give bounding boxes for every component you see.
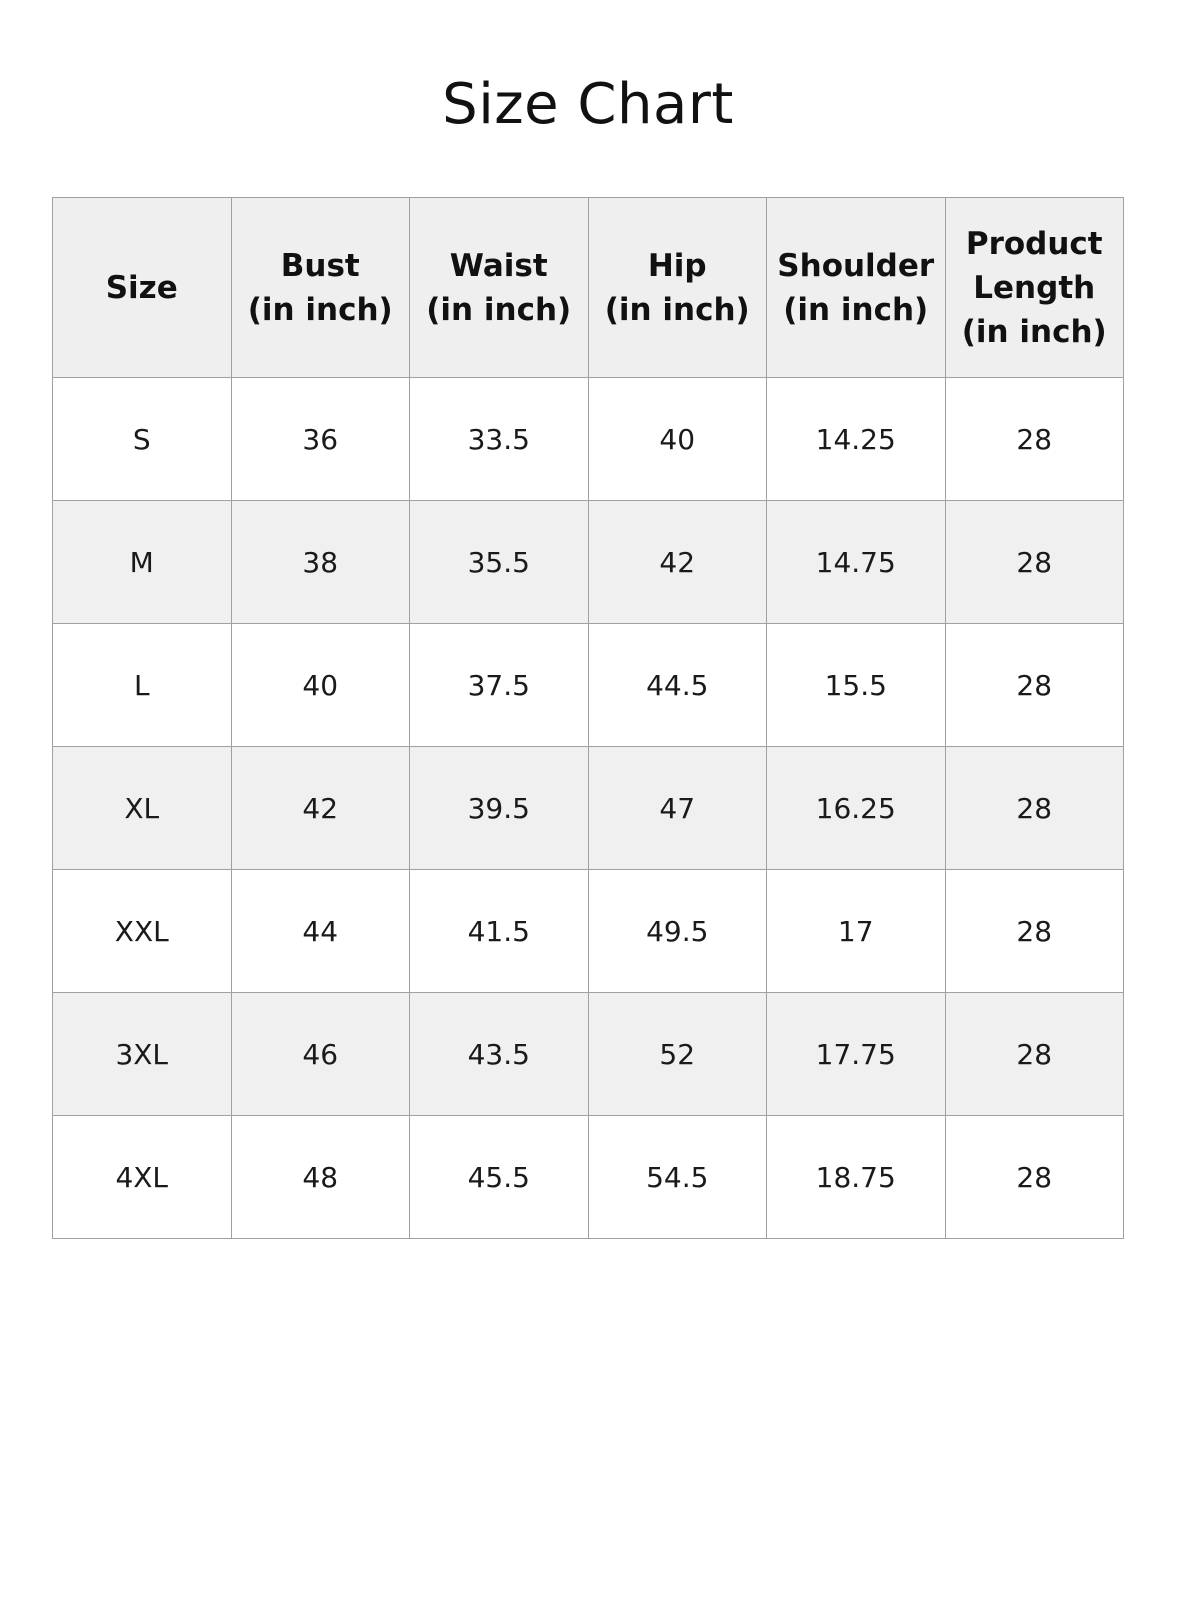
column-header-line: Product — [965, 225, 1103, 262]
measurement-cell: 48 — [230, 1115, 410, 1239]
column-header-line: Waist — [449, 247, 548, 284]
column-header-line: (in inch) — [783, 291, 929, 328]
column-header: Hip (in inch) — [587, 197, 767, 378]
measurement-cell: 17.75 — [766, 992, 946, 1116]
size-cell: XXL — [52, 869, 232, 993]
column-header: Shoulder (in inch) — [766, 197, 946, 378]
measurement-cell: 49.5 — [587, 869, 767, 993]
measurement-cell: 37.5 — [409, 623, 589, 747]
table-row: XL 42 39.5 47 16.25 28 — [52, 746, 1124, 870]
measurement-cell: 40 — [230, 623, 410, 747]
measurement-cell: 44 — [230, 869, 410, 993]
size-cell: 4XL — [52, 1115, 232, 1239]
column-header: Size — [52, 197, 232, 378]
measurement-cell: 46 — [230, 992, 410, 1116]
header-row: Size Bust (in inch) Waist (in inch) Hip (in in… — [52, 197, 1124, 378]
column-header-line: (in inch) — [961, 313, 1107, 350]
measurement-cell: 47 — [587, 746, 767, 870]
column-header: Bust (in inch) — [230, 197, 410, 378]
measurement-cell: 54.5 — [587, 1115, 767, 1239]
page-title: Size Chart — [442, 72, 734, 137]
measurement-cell: 28 — [944, 869, 1124, 993]
measurement-cell: 28 — [944, 992, 1124, 1116]
table-row: XXL 44 41.5 49.5 17 28 — [52, 869, 1124, 993]
column-header-line: Hip — [647, 247, 707, 284]
size-chart-table: Size Bust (in inch) Waist (in inch) Hip (in in… — [52, 197, 1124, 1239]
measurement-cell: 16.25 — [766, 746, 946, 870]
measurement-cell: 17 — [766, 869, 946, 993]
column-header-line: (in inch) — [247, 291, 393, 328]
column-header-line: (in inch) — [604, 291, 750, 328]
measurement-cell: 33.5 — [409, 377, 589, 501]
measurement-cell: 52 — [587, 992, 767, 1116]
table-row: L 40 37.5 44.5 15.5 28 — [52, 623, 1124, 747]
measurement-cell: 38 — [230, 500, 410, 624]
column-header: Product Length (in inch) — [944, 197, 1124, 378]
measurement-cell: 18.75 — [766, 1115, 946, 1239]
measurement-cell: 28 — [944, 623, 1124, 747]
size-cell: L — [52, 623, 232, 747]
measurement-cell: 42 — [230, 746, 410, 870]
column-header-line: (in inch) — [426, 291, 572, 328]
table-row: 4XL 48 45.5 54.5 18.75 28 — [52, 1115, 1124, 1239]
column-header: Waist (in inch) — [409, 197, 589, 378]
table-row: M 38 35.5 42 14.75 28 — [52, 500, 1124, 624]
column-header-line: Shoulder — [777, 247, 935, 284]
measurement-cell: 44.5 — [587, 623, 767, 747]
measurement-cell: 45.5 — [409, 1115, 589, 1239]
size-cell: XL — [52, 746, 232, 870]
measurement-cell: 36 — [230, 377, 410, 501]
measurement-cell: 28 — [944, 500, 1124, 624]
measurement-cell: 14.25 — [766, 377, 946, 501]
measurement-cell: 39.5 — [409, 746, 589, 870]
measurement-cell: 40 — [587, 377, 767, 501]
table-row: S 36 33.5 40 14.25 28 — [52, 377, 1124, 501]
measurement-cell: 35.5 — [409, 500, 589, 624]
measurement-cell: 28 — [944, 377, 1124, 501]
column-header-line: Size — [105, 269, 178, 306]
measurement-cell: 42 — [587, 500, 767, 624]
size-cell: 3XL — [52, 992, 232, 1116]
measurement-cell: 28 — [944, 746, 1124, 870]
measurement-cell: 15.5 — [766, 623, 946, 747]
measurement-cell: 43.5 — [409, 992, 589, 1116]
measurement-cell: 14.75 — [766, 500, 946, 624]
table-row: 3XL 46 43.5 52 17.75 28 — [52, 992, 1124, 1116]
measurement-cell: 41.5 — [409, 869, 589, 993]
size-cell: S — [52, 377, 232, 501]
size-cell: M — [52, 500, 232, 624]
column-header-line: Bust — [280, 247, 360, 284]
measurement-cell: 28 — [944, 1115, 1124, 1239]
column-header-line: Length — [973, 269, 1096, 306]
